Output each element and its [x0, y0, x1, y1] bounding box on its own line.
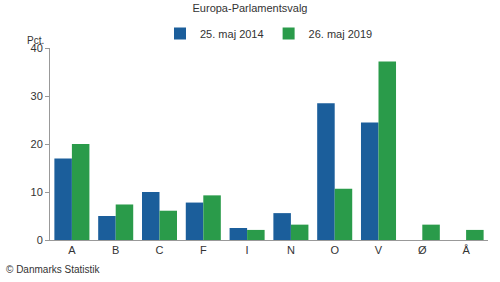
svg-text:B: B — [112, 244, 119, 256]
svg-text:30: 30 — [31, 90, 43, 102]
svg-text:I: I — [246, 244, 249, 256]
svg-text:Ø: Ø — [418, 244, 427, 256]
svg-text:25. maj 2014: 25. maj 2014 — [200, 28, 264, 40]
svg-text:10: 10 — [31, 186, 43, 198]
svg-text:F: F — [200, 244, 207, 256]
svg-text:N: N — [287, 244, 295, 256]
svg-text:20: 20 — [31, 138, 43, 150]
svg-text:Europa-Parlamentsvalg: Europa-Parlamentsvalg — [193, 2, 308, 14]
svg-text:Å: Å — [462, 244, 470, 256]
svg-text:V: V — [375, 244, 383, 256]
svg-text:40: 40 — [31, 42, 43, 54]
svg-text:A: A — [68, 244, 76, 256]
svg-text:© Danmarks Statistik: © Danmarks Statistik — [6, 264, 101, 275]
svg-text:O: O — [330, 244, 339, 256]
svg-text:Pct.: Pct. — [27, 35, 44, 46]
svg-text:C: C — [156, 244, 164, 256]
svg-text:0: 0 — [37, 234, 43, 246]
svg-text:26. maj 2019: 26. maj 2019 — [309, 28, 373, 40]
